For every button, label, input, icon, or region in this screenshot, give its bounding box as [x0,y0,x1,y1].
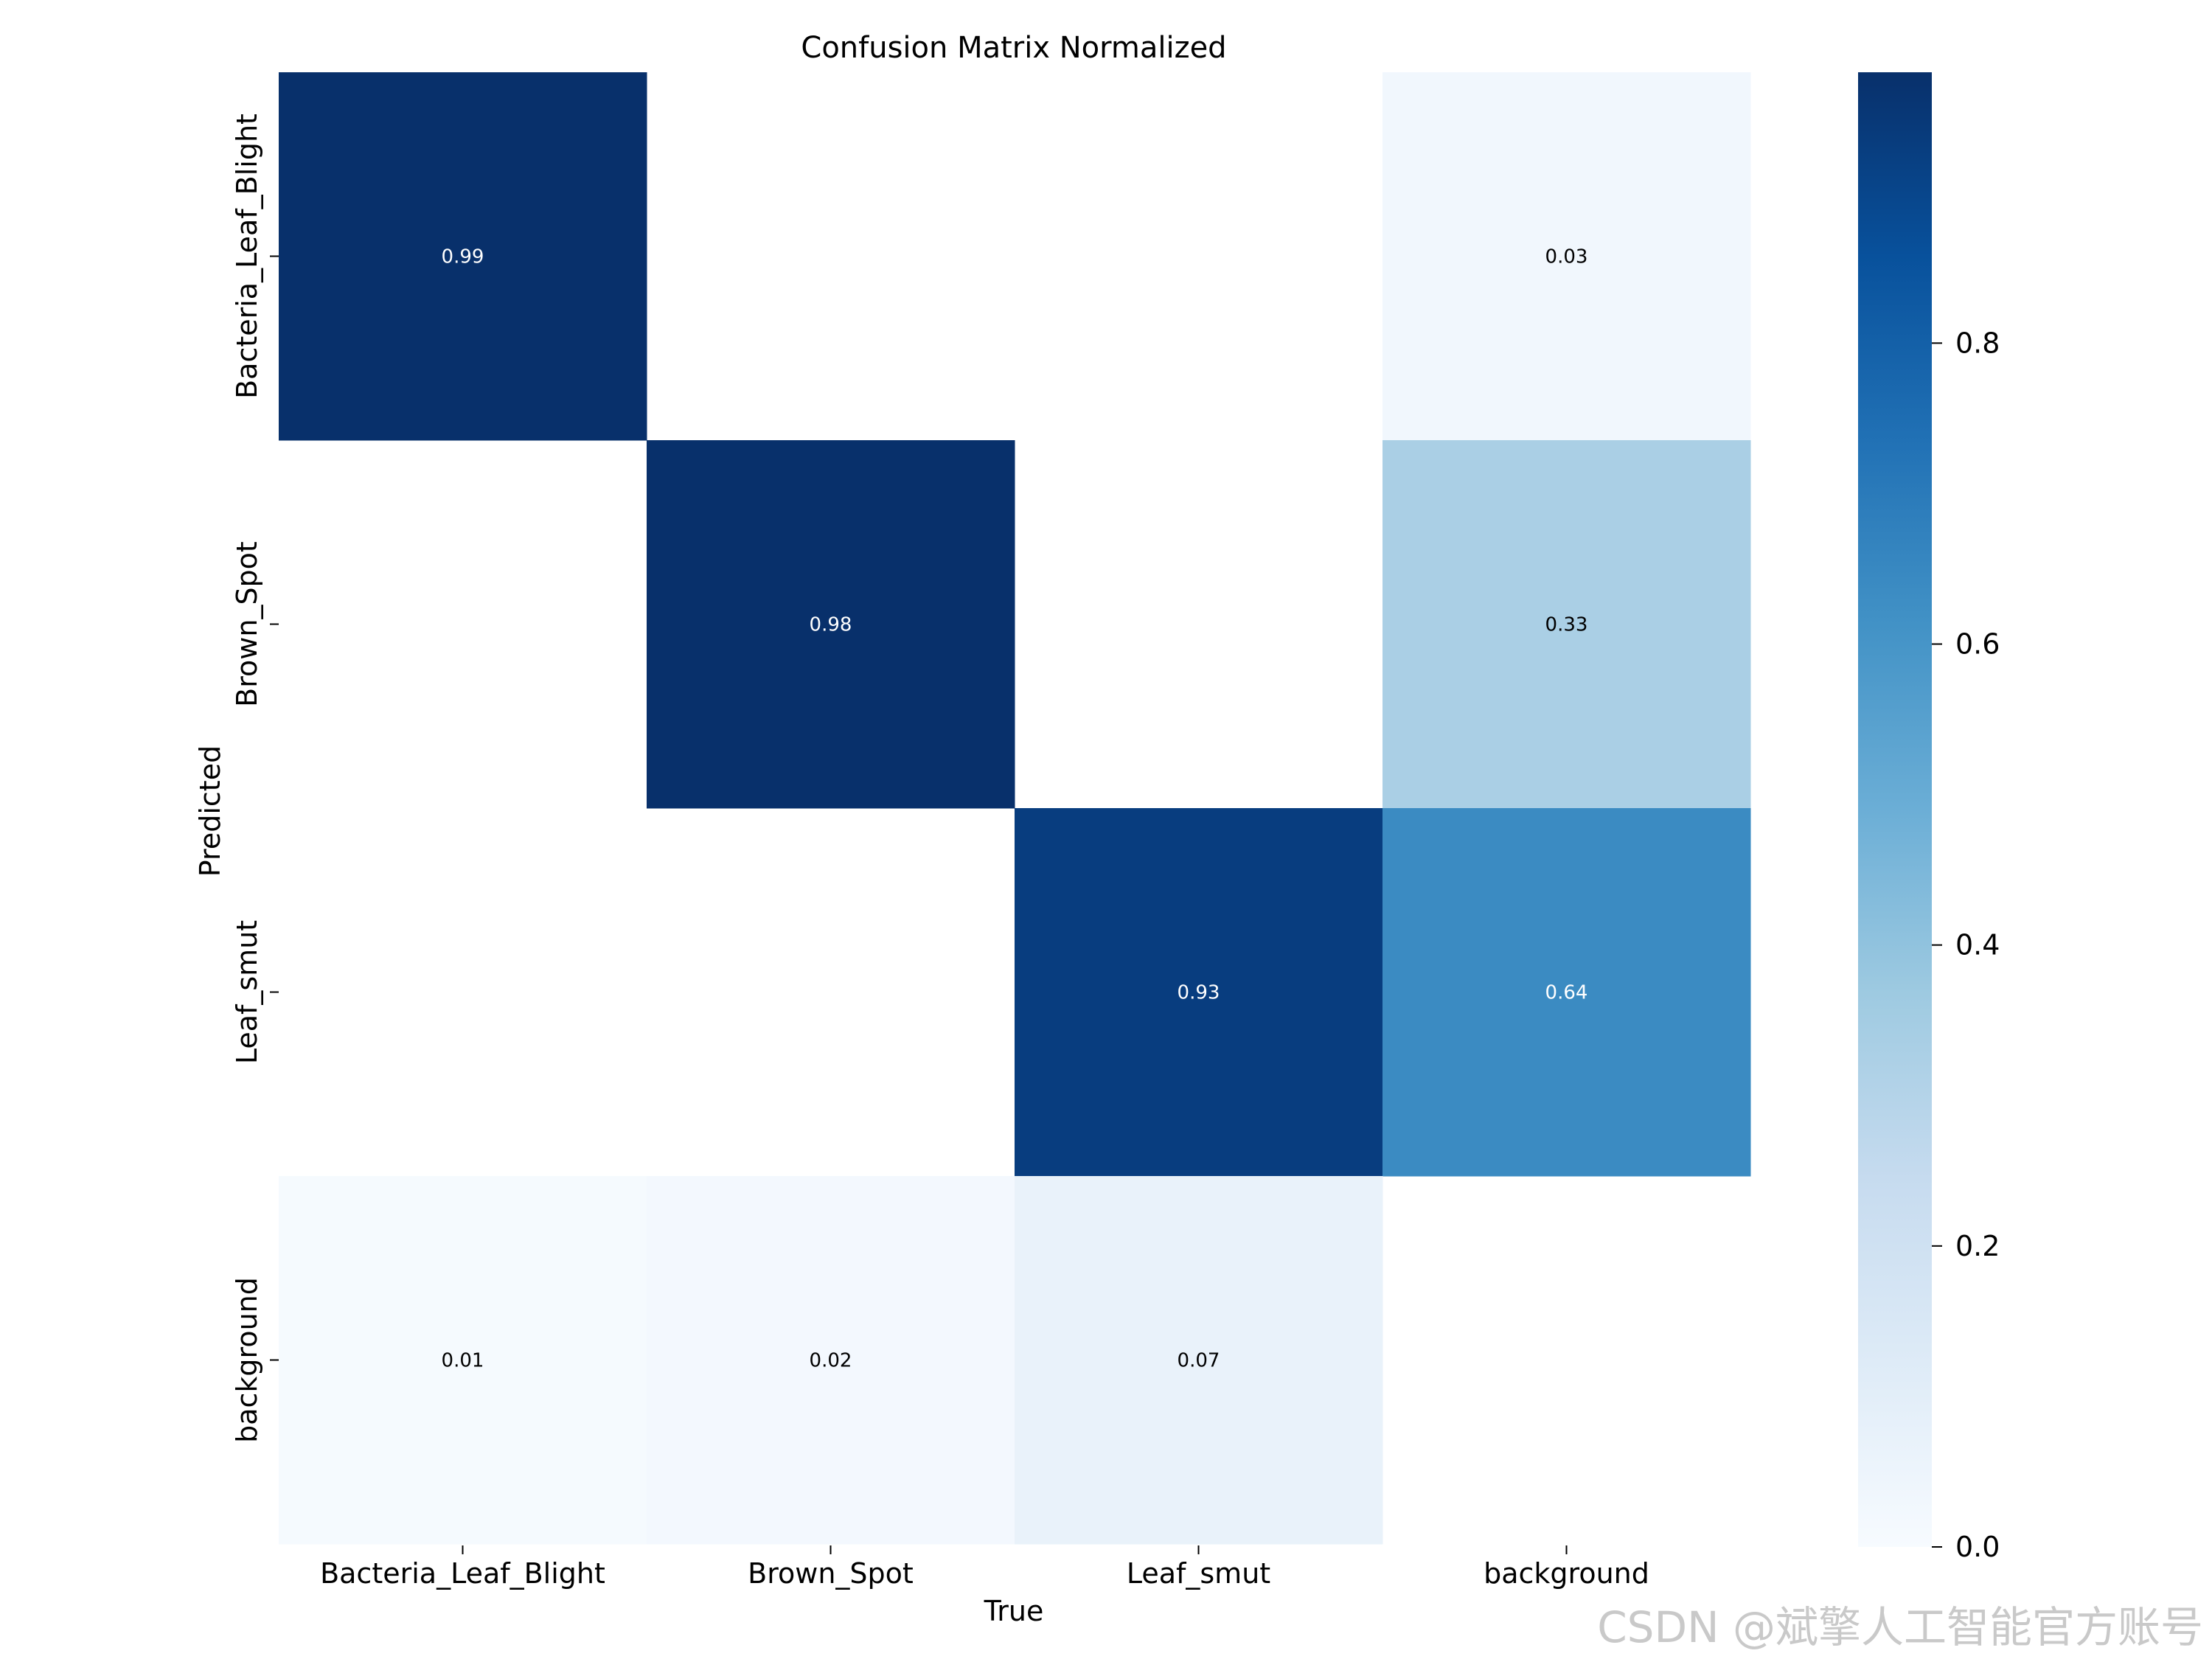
colorbar-tick-label: 0.0 [1955,1531,2000,1563]
colorbar-tick-label: 0.2 [1955,1230,2000,1262]
colorbar-tick-label: 0.8 [1955,327,2000,359]
x-tick-label: Leaf_smut [1127,1557,1270,1590]
cell-value-label: 0.01 [442,1350,484,1372]
colorbar-tick-label: 0.6 [1955,628,2000,661]
cell-value-label: 0.64 [1545,982,1588,1004]
heatmap-cell-labels: 0.99 0.03 0.98 0.33 0.93 0.64 0.01 0.02 0.07 [442,246,1588,1372]
heatmap-cell [647,440,1015,809]
heatmap-cell [279,1176,647,1545]
x-axis-label: True [984,1595,1044,1627]
x-tick-label: Brown_Spot [748,1557,914,1590]
x-tick-label: Bacteria_Leaf_Blight [320,1557,605,1590]
colorbar-ticks: 0.0 0.2 0.4 0.6 0.8 [1932,327,2000,1563]
cell-value-label: 0.33 [1545,614,1588,636]
heatmap-cells [279,72,1751,1545]
cell-value-label: 0.02 [810,1350,852,1372]
cell-value-label: 0.99 [442,246,484,268]
heatmap-cell [1382,72,1751,441]
heatmap-cell [1015,1176,1383,1545]
y-tick-label: Brown_Spot [231,541,263,707]
colorbar-tick-label: 0.4 [1955,929,2000,961]
cell-value-label: 0.93 [1178,982,1220,1004]
heatmap-cell [1382,440,1751,809]
watermark-text: CSDN @斌擎人工智能官方账号 [1597,1602,2203,1652]
y-tick-label: Bacteria_Leaf_Blight [231,114,263,399]
cell-value-label: 0.07 [1178,1350,1220,1372]
y-tick-label: Leaf_smut [231,920,263,1064]
chart-title: Confusion Matrix Normalized [801,31,1226,65]
cell-value-label: 0.98 [810,614,852,636]
heatmap-cell [279,72,647,441]
x-tick-label: background [1484,1557,1649,1590]
colorbar [1858,72,1932,1547]
x-axis: Bacteria_Leaf_Blight Brown_Spot Leaf_smut b… [320,1545,1649,1590]
y-axis-label: Predicted [194,745,226,877]
heatmap-cell [1015,808,1383,1177]
y-axis: Bacteria_Leaf_Blight Brown_Spot Leaf_smutb… [231,114,279,1443]
heatmap-cell [1382,808,1751,1177]
heatmap-cell [647,1176,1015,1545]
cell-value-label: 0.03 [1545,246,1588,268]
y-tick-label: background [231,1277,263,1443]
